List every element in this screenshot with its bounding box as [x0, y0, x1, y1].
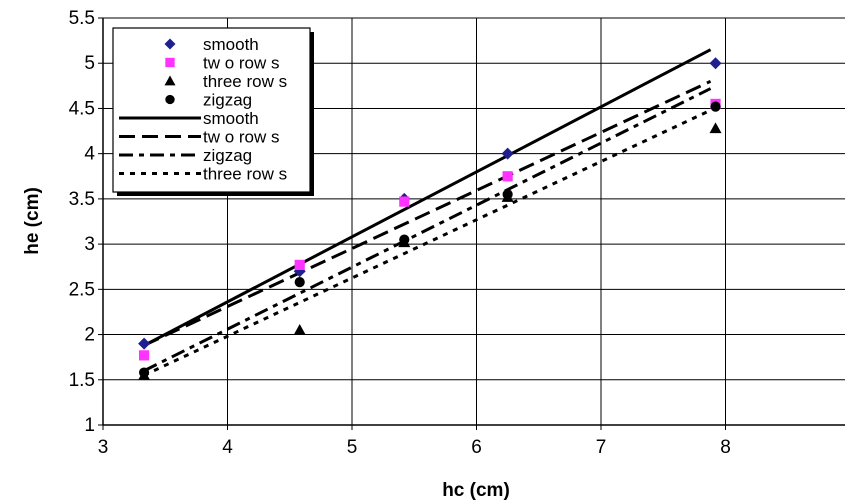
data-point — [294, 276, 305, 288]
x-tick-label: 8 — [720, 437, 731, 458]
data-point — [399, 196, 410, 207]
y-tick-label: 5.5 — [69, 8, 95, 29]
series-lines — [143, 48, 712, 377]
data-point — [502, 171, 513, 182]
y-axis-title: he (cm) — [22, 187, 43, 255]
data-point — [294, 259, 305, 271]
data-point — [710, 101, 721, 112]
data-point — [138, 367, 150, 378]
series-line — [143, 108, 712, 377]
x-tick-label: 3 — [98, 437, 109, 458]
legend-label: three row s — [203, 72, 287, 91]
y-tick-label: 5 — [84, 53, 95, 74]
x-tick-labels: 3456789 — [98, 437, 845, 458]
series-line — [143, 48, 712, 347]
legend-marker — [164, 38, 176, 50]
legend-label: zigzag — [203, 91, 252, 110]
legend-marker — [165, 57, 175, 68]
legend-label: smooth — [203, 35, 259, 54]
series-markers — [138, 57, 722, 381]
legend-marker — [164, 75, 176, 86]
data-point — [293, 324, 306, 335]
y-tick-label: 4.5 — [69, 98, 95, 119]
x-tick-label: 6 — [471, 437, 482, 458]
y-tick-label: 4 — [84, 144, 95, 165]
y-tick-labels: 1 1.5 2 2.5 3 3.5 4 4.5 5 5.5 — [69, 8, 96, 436]
legend-label: tw o row s — [203, 54, 280, 73]
y-tick-label: 3 — [84, 234, 95, 255]
legend-label: three row s — [203, 165, 287, 184]
legend-label: zigzag — [203, 146, 252, 165]
y-tick-label: 2.5 — [69, 279, 95, 300]
axes — [98, 17, 845, 430]
data-point — [502, 189, 513, 200]
x-tick-label: 7 — [596, 437, 607, 458]
legend-box — [112, 27, 311, 193]
legend-label: tw o row s — [203, 128, 280, 147]
data-point — [709, 57, 722, 70]
data-point — [138, 350, 150, 361]
legend-label: smooth — [203, 109, 259, 128]
y-tick-label: 1 — [84, 415, 95, 436]
x-tick-label: 4 — [222, 437, 233, 458]
gridlines — [103, 18, 845, 425]
y-tick-label: 2 — [84, 325, 95, 346]
data-point — [399, 234, 410, 245]
data-point — [138, 337, 151, 350]
data-point — [501, 147, 514, 160]
x-tick-label: 5 — [347, 437, 358, 458]
y-tick-label: 1.5 — [69, 370, 95, 391]
data-point — [709, 122, 722, 134]
y-tick-label: 3.5 — [69, 189, 95, 210]
series-line — [143, 87, 712, 373]
x-axis-title: hc (cm) — [442, 480, 510, 501]
legend-marker — [165, 94, 175, 105]
series-line — [143, 79, 712, 347]
